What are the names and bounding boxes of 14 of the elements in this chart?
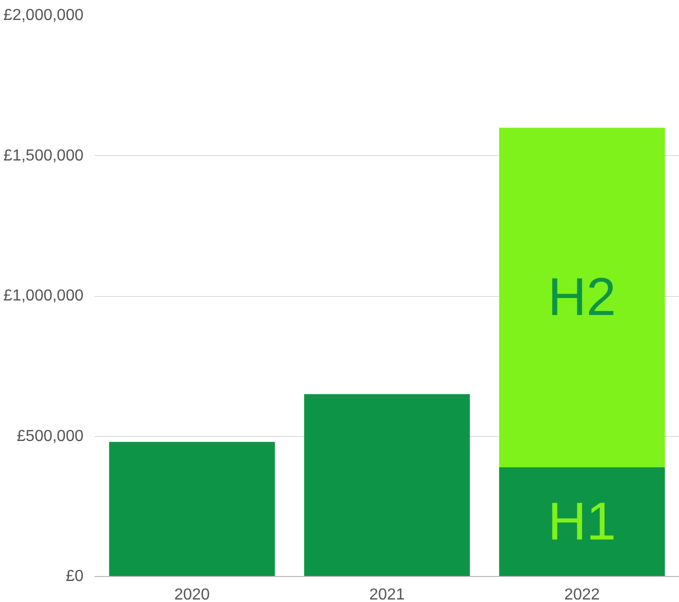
x-tick-label: 2021	[369, 586, 405, 602]
x-tick-label: 2020	[174, 586, 210, 602]
y-tick-label: £1,000,000	[3, 288, 84, 304]
bar	[304, 394, 470, 576]
series-label: H1	[548, 492, 616, 552]
y-tick-label: £500,000	[16, 428, 84, 445]
x-tick-label: 2022	[564, 586, 600, 602]
y-tick-label: £1,500,000	[3, 147, 84, 164]
y-tick-label: £0	[66, 568, 84, 585]
bar	[499, 128, 665, 468]
series-label: H2	[548, 268, 616, 327]
bar	[499, 467, 665, 576]
bar	[109, 442, 275, 576]
y-tick-label: £2,000,000	[3, 7, 84, 24]
